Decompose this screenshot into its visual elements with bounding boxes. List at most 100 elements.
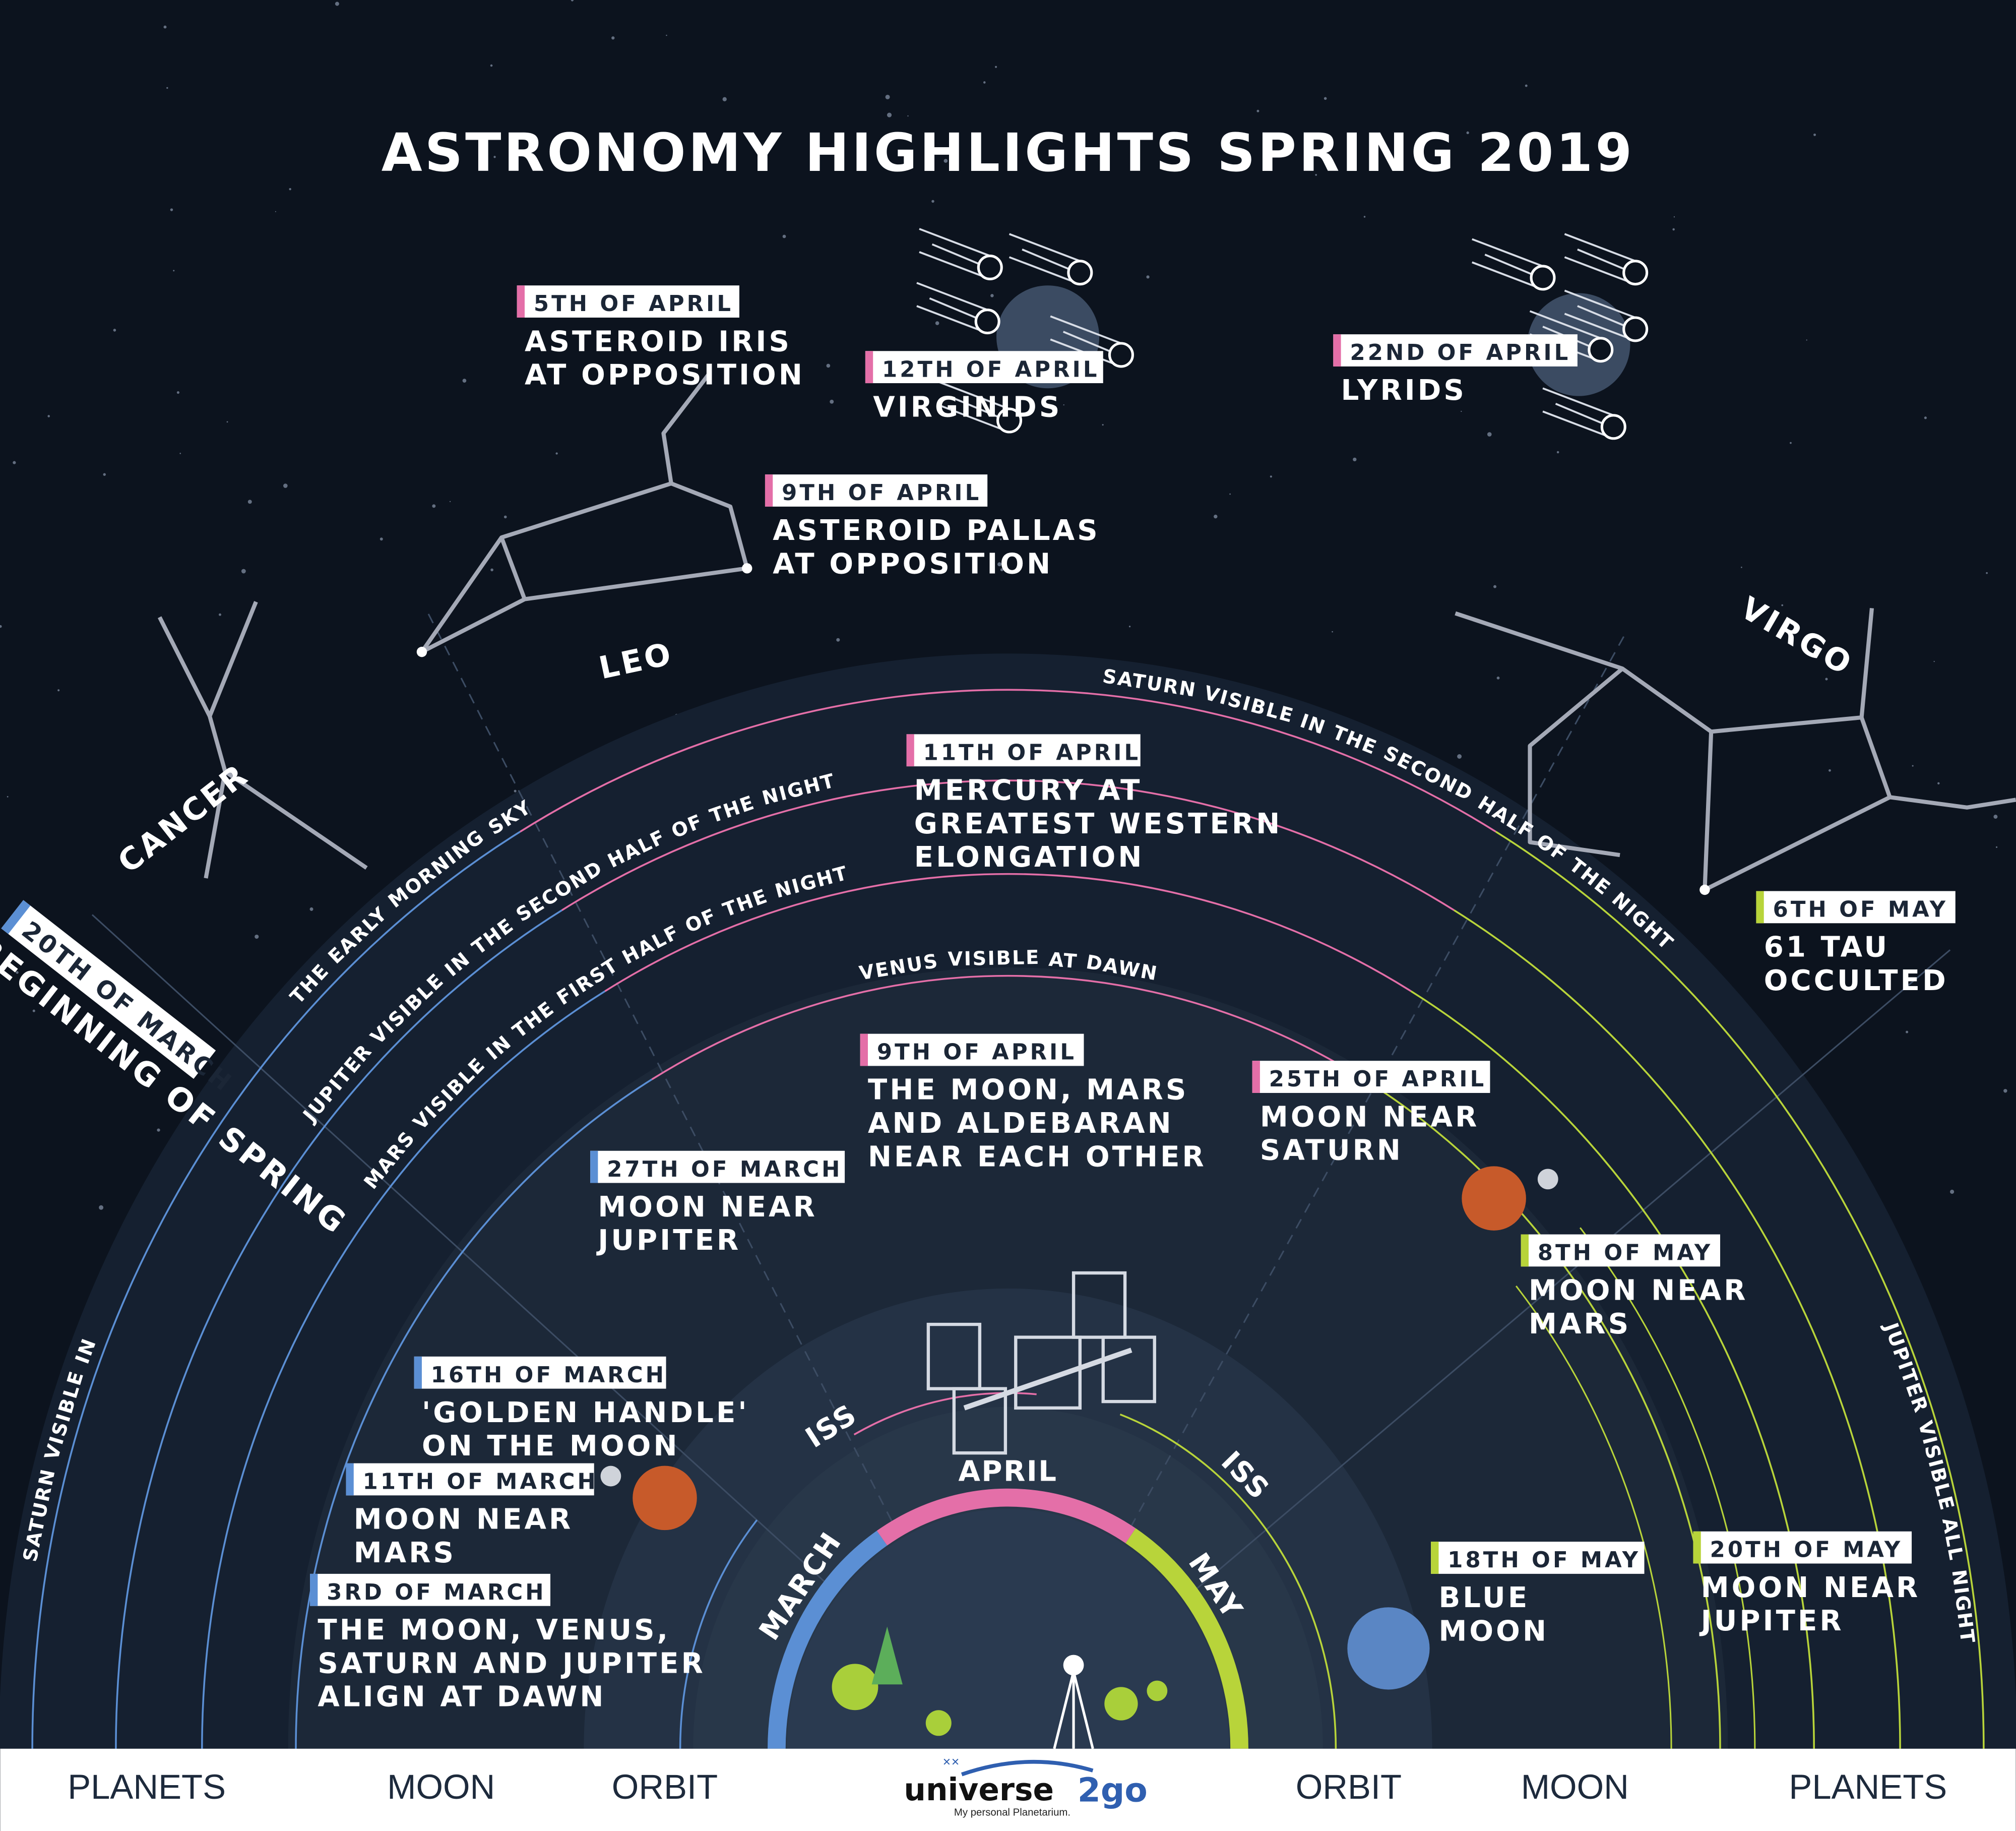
event-date-box xyxy=(1431,1542,1645,1574)
star xyxy=(1270,475,1272,478)
event-date-box xyxy=(1252,1061,1490,1093)
star xyxy=(241,569,246,574)
star xyxy=(1146,275,1150,279)
tree-icon xyxy=(1104,1687,1138,1721)
event-description-line: MARS xyxy=(1529,1308,1631,1340)
visibility-arc-april xyxy=(604,873,1412,992)
event-date: 20TH OF MAY xyxy=(1710,1538,1903,1563)
event-date: 9TH OF APRIL xyxy=(782,480,981,506)
month-divider-line xyxy=(1189,949,1951,1595)
star xyxy=(1986,572,1988,574)
spring-accent-bar xyxy=(1,900,31,934)
star xyxy=(16,971,19,974)
visibility-arc-march xyxy=(115,909,562,1749)
event-description-line: THE MOON, VENUS, xyxy=(318,1614,670,1646)
event-accent-bar xyxy=(765,474,773,507)
iss-solar-panel xyxy=(952,1387,1007,1455)
event-description-line: JUPITER xyxy=(596,1224,741,1257)
star xyxy=(1741,567,1742,568)
star xyxy=(1496,676,1500,680)
visibility-arc-may xyxy=(1410,990,1815,1749)
event-label: 3RD OF MARCH THE MOON, VENUS,SATURN AND J… xyxy=(310,1573,703,1714)
star xyxy=(907,564,910,566)
star xyxy=(1790,442,1792,444)
star xyxy=(514,789,517,792)
iss-solar-panel xyxy=(1014,1335,1082,1410)
iss-arc-may xyxy=(1119,1413,1337,1749)
star xyxy=(943,159,948,163)
star xyxy=(218,613,221,616)
star xyxy=(13,461,16,464)
month-label-april: APRIL xyxy=(958,1455,1057,1488)
star xyxy=(1493,585,1497,588)
star xyxy=(1214,514,1218,519)
month-divider-line xyxy=(427,614,897,1530)
star xyxy=(1353,457,1357,462)
event-date-box xyxy=(1693,1531,1912,1564)
star xyxy=(103,473,106,476)
star xyxy=(1933,660,1935,662)
event-date-box xyxy=(765,474,988,507)
event-label: 12TH OF APRIL VIRGINIDS xyxy=(865,351,1103,423)
star xyxy=(1924,416,1927,419)
iss-solar-panel xyxy=(1072,1271,1127,1339)
star xyxy=(1672,228,1675,231)
event-description-line: NEAR EACH OTHER xyxy=(868,1140,1207,1173)
event-accent-bar xyxy=(1431,1542,1439,1574)
stargazer-icon xyxy=(1063,1655,1084,1676)
mars-icon xyxy=(1462,1166,1526,1231)
iss-solar-panel xyxy=(1101,1335,1156,1403)
star xyxy=(1806,339,1807,341)
event-date-box xyxy=(860,1033,1084,1066)
stars xyxy=(0,0,2007,1259)
event-description-line: MOON NEAR xyxy=(1701,1571,1921,1604)
star xyxy=(995,66,997,68)
star-marker xyxy=(742,563,752,574)
star xyxy=(1673,216,1675,218)
star xyxy=(611,36,615,40)
tree-icon xyxy=(871,1626,903,1685)
footer-label-planets-right: PLANETS xyxy=(1789,1767,1947,1806)
star xyxy=(99,1205,104,1210)
star xyxy=(57,689,60,692)
arc-label-word: APRIL xyxy=(958,1455,1057,1488)
event-description-line: ON THE MOON xyxy=(422,1430,680,1462)
star xyxy=(666,34,667,36)
arc-label-word: VISIBLE xyxy=(948,946,1040,971)
event-date: 8TH OF MAY xyxy=(1538,1241,1713,1266)
event-accent-bar xyxy=(1756,891,1764,924)
star xyxy=(247,500,252,504)
star xyxy=(289,188,291,191)
star xyxy=(255,934,259,939)
visibility-arc-april xyxy=(561,779,1455,911)
star xyxy=(47,415,50,417)
footer-label-orbit-left: ORBIT xyxy=(612,1767,718,1806)
event-description-line: ASTEROID PALLAS xyxy=(773,514,1100,547)
star xyxy=(887,112,892,117)
constellation-line xyxy=(1528,667,1624,858)
event-accent-bar xyxy=(517,285,525,318)
star xyxy=(113,329,116,332)
arc-label-word: AT xyxy=(1048,948,1079,973)
star xyxy=(1950,1189,1955,1194)
star xyxy=(1102,424,1104,426)
star xyxy=(0,625,2,628)
star xyxy=(983,81,986,84)
star xyxy=(170,208,173,211)
star xyxy=(935,321,939,325)
star xyxy=(1178,167,1182,171)
footer-label-planets-left: PLANETS xyxy=(68,1767,226,1806)
star xyxy=(1315,174,1317,176)
visibility-arc-march xyxy=(31,831,521,1749)
star xyxy=(1813,133,1816,136)
event-description-line: MARS xyxy=(354,1537,456,1569)
event-date: 3RD OF MARCH xyxy=(327,1580,546,1605)
star xyxy=(1457,754,1462,759)
radiant-glow xyxy=(1527,293,1630,396)
star xyxy=(885,94,890,99)
star xyxy=(490,568,493,572)
